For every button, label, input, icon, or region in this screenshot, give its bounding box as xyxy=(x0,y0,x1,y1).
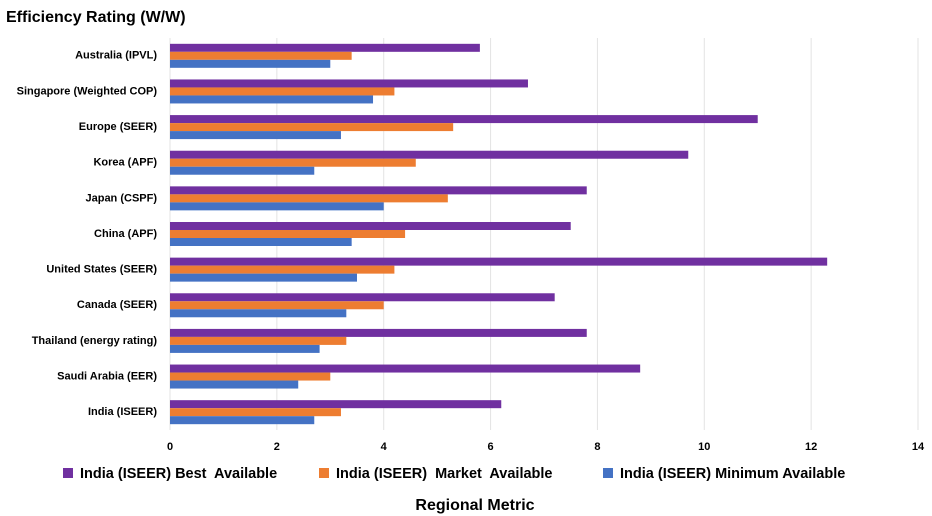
legend-label: India (ISEER) Minimum Available xyxy=(620,466,845,482)
y-tick-label: United States (SEER) xyxy=(46,264,157,276)
bar xyxy=(170,293,555,302)
bar xyxy=(170,79,528,88)
x-axis-title: Regional Metric xyxy=(415,497,534,514)
y-tick-label: Saudi Arabia (EER) xyxy=(57,370,157,382)
bar xyxy=(170,273,357,282)
y-tick-label: China (APF) xyxy=(94,228,157,240)
bar xyxy=(170,166,315,175)
bar xyxy=(170,416,315,425)
x-tick-label: 4 xyxy=(381,441,388,453)
bar xyxy=(170,59,331,68)
bar xyxy=(170,364,641,373)
bar xyxy=(170,408,341,417)
x-tick-label: 12 xyxy=(805,441,817,453)
bar xyxy=(170,328,587,337)
bar xyxy=(170,87,395,96)
bar xyxy=(170,222,571,230)
bar xyxy=(170,238,352,246)
bar xyxy=(170,380,299,389)
bar xyxy=(170,336,347,345)
bar xyxy=(170,265,395,274)
bar xyxy=(170,372,331,381)
y-tick-label: India (ISEER) xyxy=(88,406,157,418)
y-tick-label: Thailand (energy rating) xyxy=(32,335,158,347)
legend-swatch xyxy=(603,468,613,478)
legend-label: India (ISEER) Best Available xyxy=(80,466,277,482)
x-tick-label: 8 xyxy=(594,441,600,453)
y-tick-label: Singapore (Weighted COP) xyxy=(17,85,158,97)
y-tick-label: Australia (IPVL) xyxy=(75,50,157,62)
bar xyxy=(170,115,758,124)
legend-swatch xyxy=(63,468,73,478)
x-tick-label: 2 xyxy=(274,441,280,453)
x-tick-label: 6 xyxy=(488,441,494,453)
bar xyxy=(170,43,480,52)
y-tick-label: Japan (CSPF) xyxy=(85,192,157,204)
bar xyxy=(170,309,347,318)
bar xyxy=(170,400,502,409)
y-tick-label: Korea (APF) xyxy=(93,157,157,169)
x-tick-label: 0 xyxy=(167,441,173,453)
bar xyxy=(170,301,384,310)
bar xyxy=(170,344,320,353)
x-tick-label: 10 xyxy=(698,441,710,453)
bar xyxy=(170,194,448,203)
y-tick-label: Canada (SEER) xyxy=(77,299,157,311)
legend-label: India (ISEER) Market Available xyxy=(336,466,553,482)
y-tick-label: Europe (SEER) xyxy=(79,121,158,133)
bar xyxy=(170,150,689,159)
chart-title: Efficiency Rating (W/W) xyxy=(6,9,186,26)
bar xyxy=(170,95,374,104)
bar xyxy=(170,158,416,167)
legend-swatch xyxy=(319,468,329,478)
bar xyxy=(170,131,341,140)
x-tick-label: 14 xyxy=(912,441,925,453)
bar xyxy=(170,202,384,211)
bar xyxy=(170,257,828,266)
bar xyxy=(170,51,352,60)
bar xyxy=(170,123,454,132)
bar xyxy=(170,186,587,195)
bar xyxy=(170,230,406,238)
